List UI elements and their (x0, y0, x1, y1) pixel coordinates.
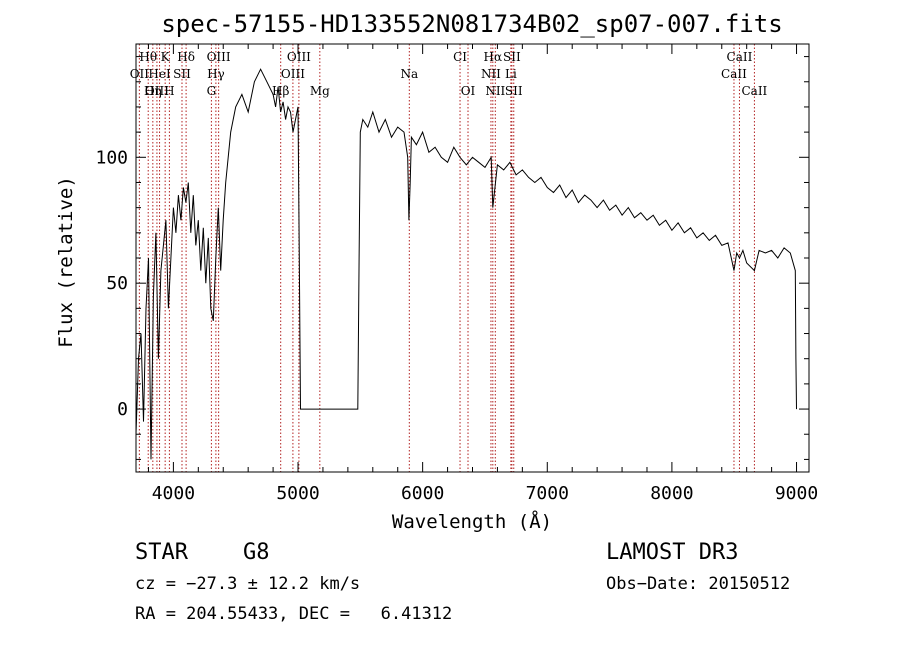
x-tick-label: 5000 (276, 483, 319, 504)
x-axis-label: Wavelength (Å) (392, 510, 552, 533)
line-label: CaII (721, 67, 747, 81)
coordinates: RA = 204.55433, DEC = 6.41312 (135, 604, 453, 624)
survey-name: LAMOST DR3 (606, 540, 739, 565)
chart-title: spec-57155-HD133552N081734B02_sp07-007.f… (161, 10, 782, 38)
object-class: STAR (135, 540, 188, 565)
spectrum-line (135, 68, 797, 460)
line-label: OII (130, 67, 150, 81)
y-axis-label: Flux (relative) (55, 176, 77, 348)
line-label: SII (173, 67, 191, 81)
line-label: OIII (207, 50, 231, 64)
x-tick-label: 8000 (650, 483, 693, 504)
line-label: Hβ (272, 84, 289, 98)
line-label: Hγ (207, 67, 225, 81)
spectral-line-markers (138, 44, 755, 472)
x-tick-label: 4000 (152, 483, 195, 504)
line-label: Na (400, 67, 418, 81)
line-label: CaII (741, 84, 767, 98)
line-label: HeI (148, 67, 171, 81)
line-label: SII (503, 50, 521, 64)
line-label: Hα (484, 50, 503, 64)
x-tick-label: 9000 (775, 483, 818, 504)
y-tick-label: 50 (106, 273, 128, 294)
line-label: Hη (144, 84, 162, 98)
y-tick-label: 0 (117, 399, 128, 420)
line-label: G (207, 84, 217, 98)
line-label: H (164, 84, 174, 98)
line-label: Li (505, 67, 517, 81)
line-label: SII (505, 84, 523, 98)
line-label: Hθ (139, 50, 157, 64)
x-axis-ticks: 4000 5000 6000 7000 8000 9000 (147, 44, 818, 504)
y-axis-ticks: 0 50 100 (95, 56, 809, 460)
line-label: OIII (281, 67, 305, 81)
observation-date: Obs−Date: 20150512 (606, 574, 791, 594)
plot-frame (135, 43, 810, 473)
line-label: CI (453, 50, 467, 64)
line-label: Mg (310, 84, 330, 98)
line-label: NII (485, 84, 505, 98)
redshift-cz: cz = −27.3 ± 12.2 km/s (135, 574, 361, 594)
x-tick-label: 7000 (526, 483, 569, 504)
line-label: OIII (287, 50, 311, 64)
line-label: OIII (145, 84, 169, 98)
line-label: OI (461, 84, 476, 98)
y-tick-label: 100 (95, 147, 128, 168)
object-subclass: G8 (243, 540, 270, 565)
x-tick-label: 6000 (401, 483, 444, 504)
line-label: K (161, 50, 171, 64)
line-label: NII (481, 67, 501, 81)
line-label: CaII (727, 50, 753, 64)
line-label: Hδ (177, 50, 195, 64)
